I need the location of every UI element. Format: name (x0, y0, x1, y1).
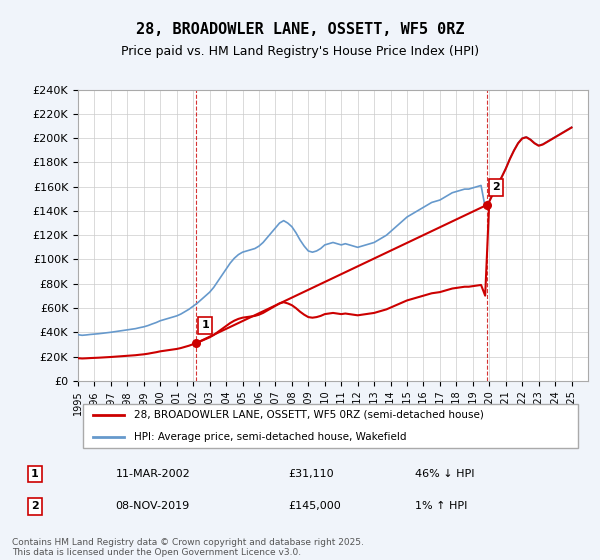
Text: Price paid vs. HM Land Registry's House Price Index (HPI): Price paid vs. HM Land Registry's House … (121, 45, 479, 58)
Point (482, 200, 492, 209)
Text: 46% ↓ HPI: 46% ↓ HPI (415, 469, 475, 479)
Text: £31,110: £31,110 (289, 469, 334, 479)
Text: 11-MAR-2002: 11-MAR-2002 (116, 469, 190, 479)
Text: 08-NOV-2019: 08-NOV-2019 (116, 501, 190, 511)
FancyBboxPatch shape (83, 404, 578, 448)
Text: 1% ↑ HPI: 1% ↑ HPI (415, 501, 467, 511)
Text: Contains HM Land Registry data © Crown copyright and database right 2025.
This d: Contains HM Land Registry data © Crown c… (12, 538, 364, 557)
Text: 2: 2 (31, 501, 39, 511)
Text: 1: 1 (201, 320, 209, 330)
Point (191, 339, 201, 348)
Text: HPI: Average price, semi-detached house, Wakefield: HPI: Average price, semi-detached house,… (134, 432, 407, 442)
Text: 28, BROADOWLER LANE, OSSETT, WF5 0RZ (semi-detached house): 28, BROADOWLER LANE, OSSETT, WF5 0RZ (se… (134, 409, 484, 419)
Text: 28, BROADOWLER LANE, OSSETT, WF5 0RZ: 28, BROADOWLER LANE, OSSETT, WF5 0RZ (136, 22, 464, 38)
Text: £145,000: £145,000 (289, 501, 341, 511)
Text: 2: 2 (492, 183, 500, 192)
Text: 1: 1 (31, 469, 39, 479)
